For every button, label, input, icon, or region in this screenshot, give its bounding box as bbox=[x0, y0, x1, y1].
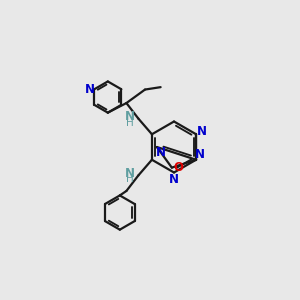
Text: N: N bbox=[85, 83, 95, 96]
Text: N: N bbox=[196, 125, 206, 138]
Text: O: O bbox=[173, 161, 183, 174]
Text: H: H bbox=[126, 174, 134, 184]
Text: N: N bbox=[155, 146, 165, 159]
Text: N: N bbox=[125, 167, 135, 180]
Text: N: N bbox=[195, 148, 205, 161]
Text: N: N bbox=[169, 172, 179, 186]
Text: H: H bbox=[126, 118, 134, 128]
Text: N: N bbox=[125, 110, 135, 123]
